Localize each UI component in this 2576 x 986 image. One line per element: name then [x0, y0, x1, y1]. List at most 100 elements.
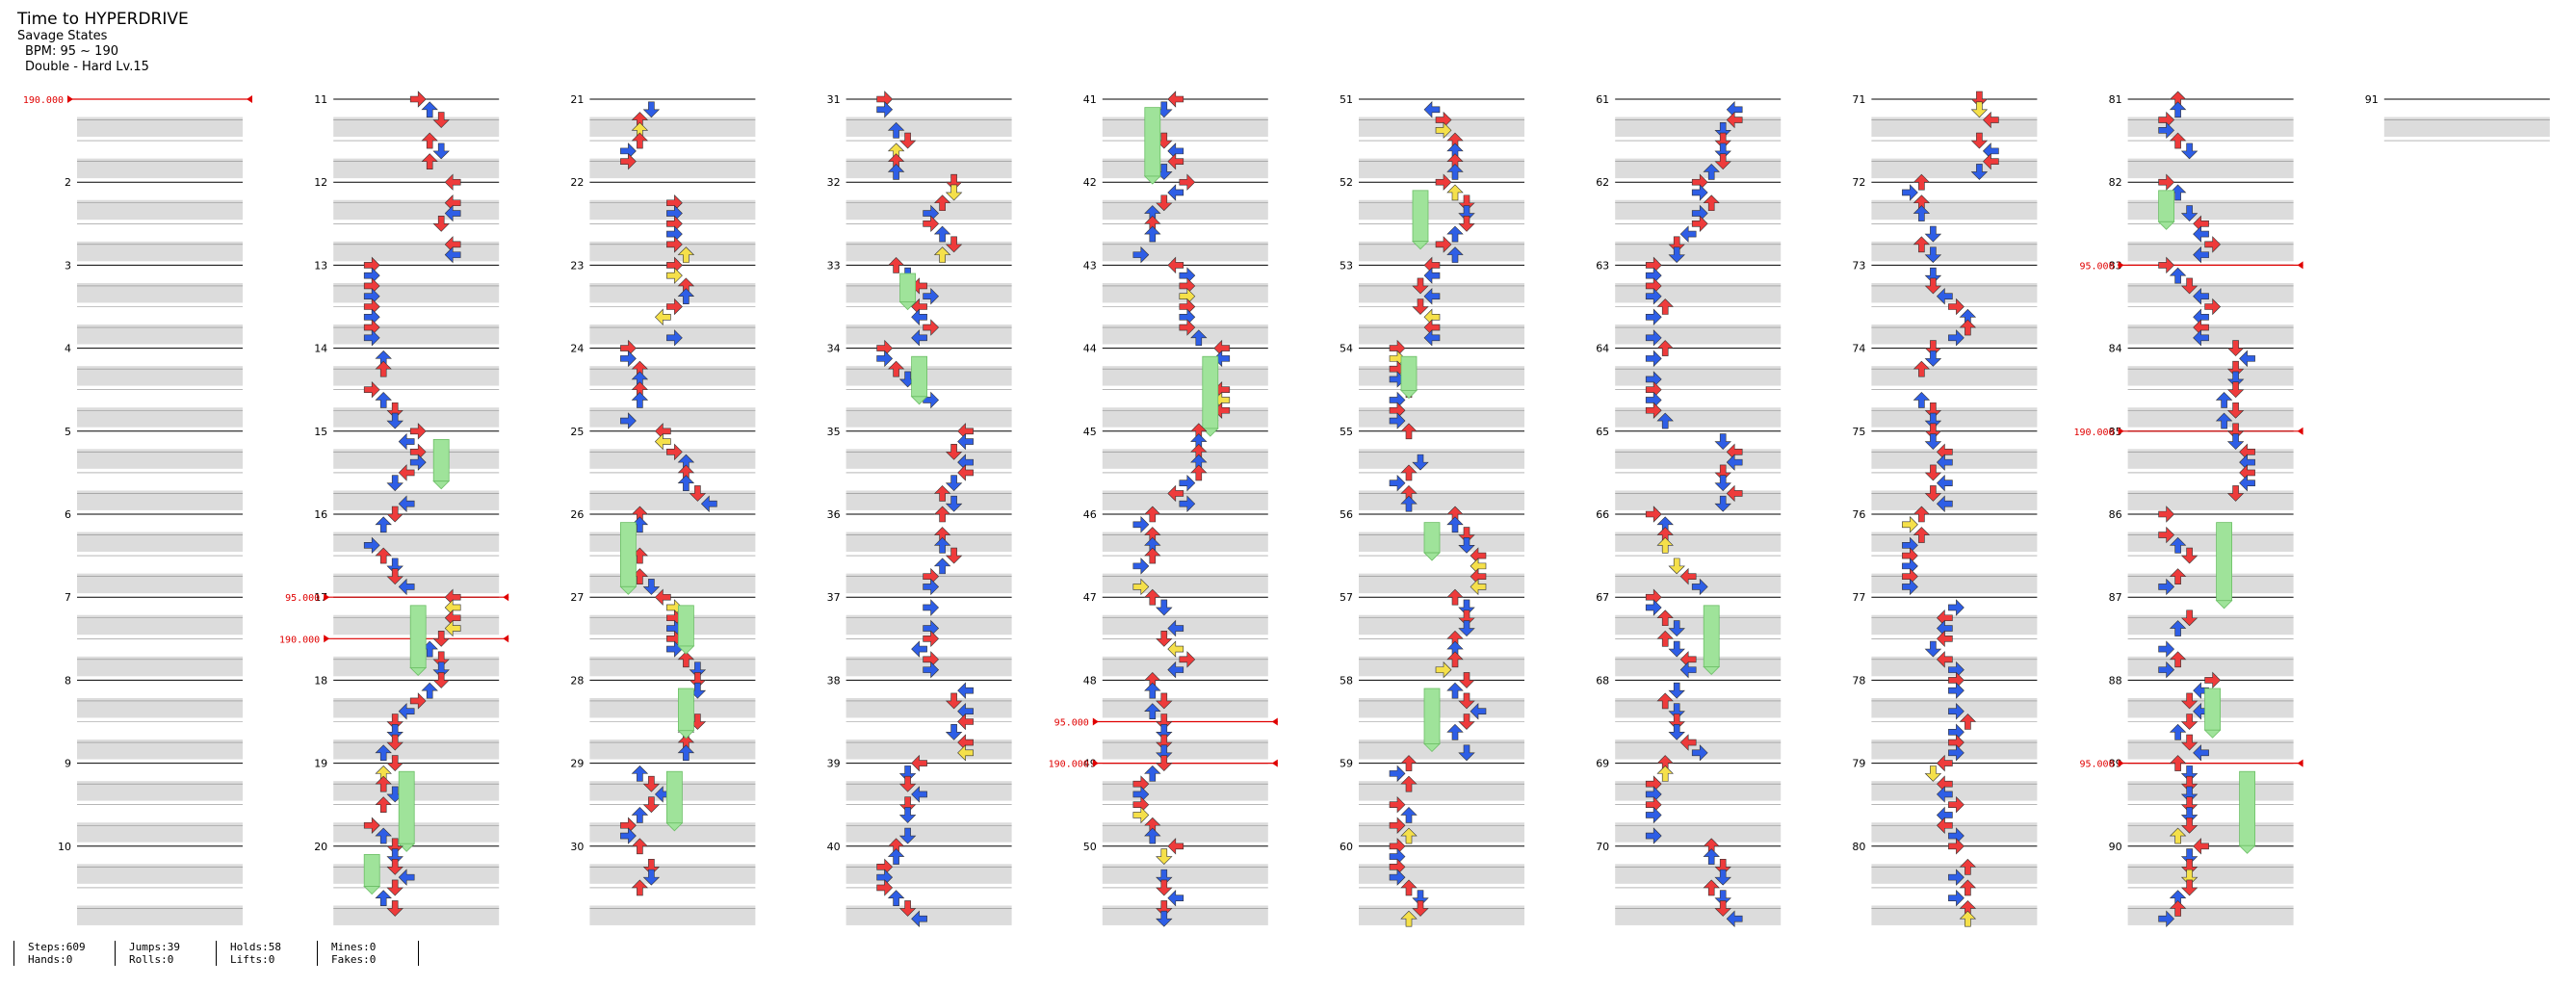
- bpm-start-mark: [2118, 759, 2124, 767]
- hold-tail: [1423, 743, 1441, 753]
- step-arrow: [1714, 869, 1731, 886]
- step-arrow: [876, 350, 894, 368]
- step-arrow: [1412, 890, 1429, 907]
- step-arrow: [1179, 173, 1196, 191]
- step-arrow: [421, 682, 438, 699]
- step-arrow: [1190, 464, 1208, 481]
- step-arrow: [375, 547, 392, 564]
- bpm-change-marker: 190.000: [1049, 759, 1278, 770]
- beat-stripe: [1102, 697, 1268, 718]
- step-arrow: [1167, 640, 1184, 658]
- step-arrow: [1959, 879, 1977, 896]
- step-arrow: [1668, 246, 1685, 264]
- step-arrow: [2204, 236, 2222, 253]
- measure-number: 33: [827, 259, 841, 272]
- beat-stripe: [1359, 781, 1524, 801]
- step-arrow: [1446, 682, 1464, 699]
- beat-stripe: [1102, 199, 1268, 221]
- step-arrow: [933, 195, 951, 212]
- hold-body: [911, 355, 927, 398]
- step-arrow: [1645, 806, 1662, 824]
- step-arrow: [1668, 682, 1685, 699]
- beat-stripe: [77, 117, 243, 138]
- step-arrow: [1190, 329, 1208, 347]
- measure-number: 14: [314, 343, 327, 355]
- hold-tail: [409, 667, 428, 677]
- beat-stripe: [1102, 864, 1268, 884]
- measure-number: 29: [570, 758, 584, 770]
- step-arrow: [1458, 744, 1475, 762]
- step-arrow: [1656, 692, 1674, 710]
- measure-number: 63: [1596, 259, 1609, 272]
- step-arrow: [1144, 225, 1161, 243]
- step-arrow: [1412, 454, 1429, 471]
- step-arrow: [1645, 506, 1662, 523]
- step-arrow: [2180, 547, 2199, 564]
- step-arrow: [2193, 246, 2209, 264]
- step-arrow: [911, 308, 927, 325]
- step-arrow: [375, 775, 392, 792]
- step-arrow: [1912, 205, 1931, 221]
- step-arrow: [1936, 454, 1953, 471]
- hold-body: [666, 770, 683, 824]
- step-arrow: [1132, 578, 1150, 596]
- step-arrow: [1179, 495, 1196, 512]
- beat-stripe: [846, 241, 1012, 262]
- hold-tail: [898, 301, 917, 311]
- hold-body: [1144, 107, 1161, 177]
- step-arrow: [432, 630, 450, 647]
- measure-number: 47: [1083, 591, 1097, 604]
- beat-stripe: [1102, 740, 1268, 760]
- step-arrow: [1982, 111, 1999, 129]
- step-arrow: [1645, 288, 1662, 305]
- step-arrow: [2239, 474, 2255, 492]
- step-arrow: [1400, 827, 1418, 844]
- step-arrow: [2226, 402, 2245, 419]
- beat-stripe: [589, 117, 756, 138]
- beat-stripe: [846, 366, 1012, 386]
- step-arrow: [898, 796, 917, 814]
- step-arrow: [666, 443, 683, 461]
- step-arrow: [2193, 329, 2209, 347]
- beat-stripe: [77, 366, 243, 386]
- beat-stripe: [333, 366, 500, 386]
- beat-stripe: [1871, 407, 2038, 428]
- step-arrow: [1144, 765, 1161, 782]
- step-arrow: [1446, 246, 1464, 263]
- step-arrow: [1924, 433, 1942, 450]
- step-arrow: [1948, 795, 1965, 814]
- step-arrow: [654, 308, 671, 325]
- step-arrow: [1924, 267, 1942, 284]
- beat-stripe: [1871, 449, 2038, 469]
- step-arrow: [677, 475, 695, 491]
- bpm-end-mark: [1271, 717, 1278, 726]
- beat-stripe: [1615, 158, 1782, 179]
- step-arrow: [1167, 91, 1184, 108]
- step-arrow: [1446, 651, 1464, 668]
- step-arrow: [1167, 152, 1184, 170]
- difficulty-label: Double - Hard Lv.15: [25, 60, 149, 74]
- measure-number: 48: [1083, 674, 1097, 687]
- step-arrow: [1423, 101, 1441, 118]
- stat-cell: Jumps:39 Rolls:0: [115, 941, 216, 966]
- step-arrow: [1924, 765, 1942, 782]
- step-arrow: [1400, 755, 1418, 771]
- measure-number: 2: [65, 176, 71, 189]
- beat-stripe: [1615, 241, 1782, 262]
- step-arrow: [1668, 703, 1685, 720]
- step-arrow: [386, 475, 403, 492]
- measure-number: 58: [1340, 674, 1353, 687]
- measure-number: 45: [1083, 426, 1097, 438]
- step-arrow: [1167, 889, 1184, 907]
- bpm-label: 190.000: [2073, 428, 2114, 438]
- step-arrow: [1156, 879, 1173, 896]
- step-arrow: [398, 578, 415, 596]
- step-arrow: [677, 288, 695, 305]
- measure-number: 57: [1340, 591, 1353, 604]
- step-arrow: [1912, 392, 1931, 408]
- step-arrow: [1656, 536, 1674, 554]
- step-arrow: [432, 112, 450, 128]
- measure-number: 40: [827, 841, 841, 853]
- beat-stripe: [77, 449, 243, 469]
- bpm-start-mark: [1092, 759, 1099, 767]
